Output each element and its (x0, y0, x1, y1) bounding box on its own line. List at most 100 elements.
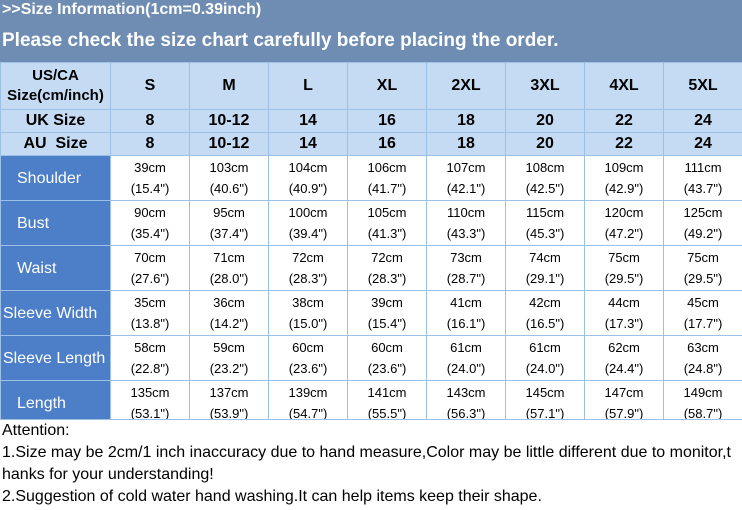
measurement-cell: 63cm(24.8") (664, 336, 742, 381)
au-size-value: 10-12 (190, 133, 269, 156)
measurement-cell: 72cm(28.3") (269, 246, 348, 291)
measurement-cm: 59cm (190, 337, 268, 358)
measurement-cell: 108cm(42.5") (506, 156, 585, 201)
measurement-inch: (22.8") (111, 358, 189, 379)
measurement-cm: 149cm (664, 382, 742, 403)
size-header-l: L (269, 63, 348, 110)
measurement-inch: (49.2") (664, 223, 742, 244)
measurement-cell: 120cm(47.2") (585, 201, 664, 246)
measurement-inch: (23.6") (348, 358, 426, 379)
measurement-cell: 107cm(42.1") (427, 156, 506, 201)
measurement-cell: 38cm(15.0") (269, 291, 348, 336)
measurement-cell: 74cm(29.1") (506, 246, 585, 291)
measurement-cm: 41cm (427, 292, 505, 313)
measurement-cm: 100cm (269, 202, 347, 223)
measurement-cm: 39cm (348, 292, 426, 313)
attention-title: Attention: (0, 420, 742, 442)
measurement-inch: (14.2") (190, 313, 268, 334)
measurement-cell: 106cm(41.7") (348, 156, 427, 201)
measurement-inch: (16.1") (427, 313, 505, 334)
measurement-inch: (29.1") (506, 268, 584, 289)
measurement-inch: (42.9") (585, 178, 663, 199)
measurement-cm: 111cm (664, 157, 742, 178)
measurement-cm: 70cm (111, 247, 189, 268)
measurement-cm: 147cm (585, 382, 663, 403)
uk-size-value: 22 (585, 110, 664, 133)
uk-size-value: 8 (111, 110, 190, 133)
measurement-cell: 61cm(24.0") (506, 336, 585, 381)
measurement-cell: 39cm(15.4") (111, 156, 190, 201)
measurement-inch: (24.8") (664, 358, 742, 379)
measurement-cell: 39cm(15.4") (348, 291, 427, 336)
measurement-inch: (40.9") (269, 178, 347, 199)
corner-header: US/CA Size(cm/inch) (1, 63, 111, 110)
uk-size-value: 24 (664, 110, 742, 133)
measurement-inch: (24.4") (585, 358, 663, 379)
measurement-cell: 111cm(43.7") (664, 156, 742, 201)
uk-size-row: UK Size 8 10-12 14 16 18 20 22 24 (1, 110, 742, 133)
measurement-inch: (41.7") (348, 178, 426, 199)
measurement-inch: (28.3") (348, 268, 426, 289)
measurement-cm: 72cm (348, 247, 426, 268)
au-size-label: AU Size (1, 133, 111, 156)
measurement-cm: 71cm (190, 247, 268, 268)
measurement-inch: (45.3") (506, 223, 584, 244)
uk-size-label: UK Size (1, 110, 111, 133)
measurement-cm: 42cm (506, 292, 584, 313)
measurement-cm: 63cm (664, 337, 742, 358)
measurement-cm: 90cm (111, 202, 189, 223)
size-header-5xl: 5XL (664, 63, 742, 110)
measurement-inch: (41.3") (348, 223, 426, 244)
measurement-cell: 35cm(13.8") (111, 291, 190, 336)
measurement-cell: 71cm(28.0") (190, 246, 269, 291)
measurement-cell: 59cm(23.2") (190, 336, 269, 381)
measurement-inch: (28.0") (190, 268, 268, 289)
measurement-cm: 115cm (506, 202, 584, 223)
measurement-cell: 42cm(16.5") (506, 291, 585, 336)
size-header-3xl: 3XL (506, 63, 585, 110)
measurement-inch: (24.0") (427, 358, 505, 379)
measurement-cell: 62cm(24.4") (585, 336, 664, 381)
measurement-label: Bust (1, 201, 111, 246)
au-size-value: 20 (506, 133, 585, 156)
measurement-inch: (39.4") (269, 223, 347, 244)
measurement-cm: 109cm (585, 157, 663, 178)
size-header-s: S (111, 63, 190, 110)
measurement-inch: (29.5") (664, 268, 742, 289)
measurement-inch: (17.3") (585, 313, 663, 334)
measurement-inch: (40.6") (190, 178, 268, 199)
size-chart-table: US/CA Size(cm/inch) S M L XL 2XL 3XL 4XL… (0, 62, 742, 426)
measurement-inch: (15.4") (111, 178, 189, 199)
measurement-cell: 95cm(37.4") (190, 201, 269, 246)
attention-notes: Attention: 1.Size may be 2cm/1 inch inac… (0, 419, 742, 510)
au-size-value: 22 (585, 133, 664, 156)
measurement-cm: 141cm (348, 382, 426, 403)
measurement-cm: 74cm (506, 247, 584, 268)
measurement-cm: 61cm (427, 337, 505, 358)
measurement-label: Sleeve Width (1, 291, 111, 336)
uk-size-value: 18 (427, 110, 506, 133)
measurement-cm: 36cm (190, 292, 268, 313)
measurement-inch: (28.7") (427, 268, 505, 289)
us-size-header-row: US/CA Size(cm/inch) S M L XL 2XL 3XL 4XL… (1, 63, 742, 110)
measurement-inch: (17.7") (664, 313, 742, 334)
measurement-cm: 72cm (269, 247, 347, 268)
measurement-inch: (16.5") (506, 313, 584, 334)
measurement-cm: 120cm (585, 202, 663, 223)
measurement-cell: 72cm(28.3") (348, 246, 427, 291)
size-header-xl: XL (348, 63, 427, 110)
measurement-cm: 62cm (585, 337, 663, 358)
measurement-label: Waist (1, 246, 111, 291)
measurement-inch: (24.0") (506, 358, 584, 379)
measurement-cell: 73cm(28.7") (427, 246, 506, 291)
measurement-cell: 90cm(35.4") (111, 201, 190, 246)
measurement-inch: (23.2") (190, 358, 268, 379)
measurement-cell: 109cm(42.9") (585, 156, 664, 201)
measurement-cm: 139cm (269, 382, 347, 403)
measurement-cm: 60cm (348, 337, 426, 358)
measurement-cm: 137cm (190, 382, 268, 403)
uk-size-value: 14 (269, 110, 348, 133)
